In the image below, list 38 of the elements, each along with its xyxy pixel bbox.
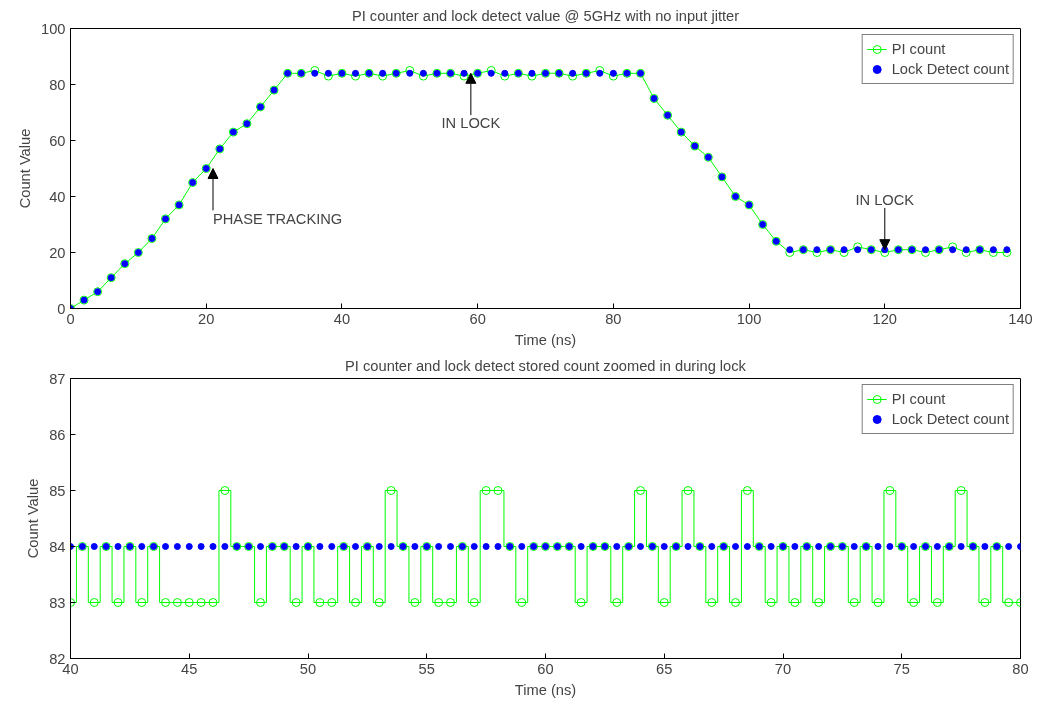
y-tick-label: 86 bbox=[49, 426, 66, 443]
x-axis-title: Time (ns) bbox=[514, 331, 577, 348]
y-tick-label: 87 bbox=[49, 370, 66, 387]
y-axis-title: Count Value bbox=[25, 478, 42, 559]
y-tick-label: 84 bbox=[49, 538, 66, 555]
y-tick-label: 80 bbox=[49, 76, 66, 93]
x-tick-label: 20 bbox=[198, 310, 215, 327]
x-axis-title: Time (ns) bbox=[514, 681, 577, 698]
annotation: PHASE TRACKING bbox=[213, 210, 343, 227]
y-axis-title: Count Value bbox=[17, 128, 34, 209]
y-tick-label: 60 bbox=[49, 132, 66, 149]
legend-label: PI count bbox=[891, 391, 946, 407]
chart-title: PI counter and lock detect value @ 5GHz with no input jitter bbox=[351, 7, 740, 24]
x-tick-label: 65 bbox=[656, 660, 673, 677]
x-tick-label: 75 bbox=[893, 660, 910, 677]
x-tick-label: 80 bbox=[1012, 660, 1029, 677]
legend-label: Lock Detect count bbox=[891, 411, 1009, 427]
y-tick-label: 100 bbox=[41, 20, 66, 37]
x-tick-label: 120 bbox=[872, 310, 898, 327]
x-tick-label: 45 bbox=[181, 660, 198, 677]
chart-title: PI counter and lock detect stored count zoomed in during lock bbox=[345, 357, 747, 374]
x-tick-label: 60 bbox=[469, 310, 486, 327]
legend-label: PI count bbox=[891, 41, 946, 57]
x-tick-label: 140 bbox=[1008, 310, 1033, 327]
x-tick-label: 70 bbox=[774, 660, 792, 677]
x-tick-label: 60 bbox=[537, 660, 554, 677]
y-tick-label: 85 bbox=[49, 482, 66, 499]
y-tick-label: 83 bbox=[49, 594, 66, 611]
legend-label: Lock Detect count bbox=[891, 61, 1009, 77]
y-tick-label: 40 bbox=[49, 188, 66, 205]
y-tick-label: 20 bbox=[49, 244, 66, 261]
x-tick-label: 80 bbox=[605, 310, 622, 327]
annotation: IN LOCK bbox=[855, 191, 915, 208]
x-tick-label: 50 bbox=[299, 660, 317, 677]
x-tick-label: 40 bbox=[333, 310, 351, 327]
annotation: IN LOCK bbox=[441, 115, 501, 132]
x-tick-label: 55 bbox=[418, 660, 435, 677]
x-tick-label: 100 bbox=[736, 310, 762, 327]
